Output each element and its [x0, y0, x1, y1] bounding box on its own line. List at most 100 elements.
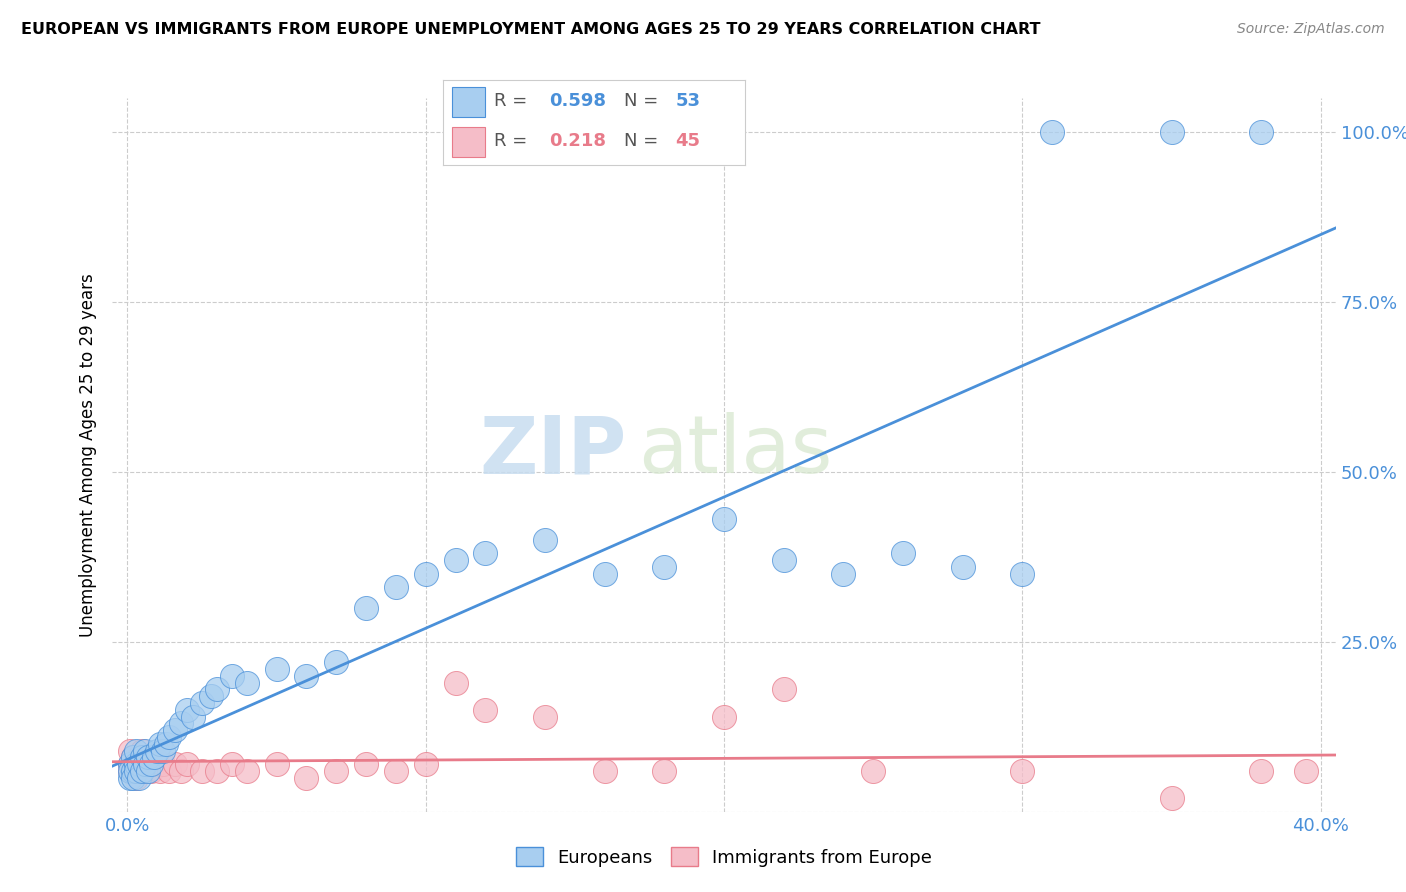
Point — [654, 764, 676, 778]
Point — [131, 743, 153, 757]
Point — [235, 675, 257, 690]
Point — [772, 682, 794, 697]
Point — [122, 750, 145, 764]
Point — [131, 750, 153, 764]
Point — [125, 771, 148, 785]
Point — [143, 750, 166, 764]
Point — [952, 560, 974, 574]
Point — [141, 764, 163, 778]
Point — [593, 566, 616, 581]
Point — [157, 730, 180, 744]
Point — [149, 764, 172, 778]
Point — [474, 703, 496, 717]
Point — [444, 675, 467, 690]
Point — [354, 757, 377, 772]
Point — [131, 757, 153, 772]
Point — [1040, 125, 1063, 139]
Text: 0.218: 0.218 — [548, 132, 606, 150]
Text: R =: R = — [495, 93, 527, 111]
Point — [141, 757, 163, 772]
Point — [125, 764, 148, 778]
Legend: Europeans, Immigrants from Europe: Europeans, Immigrants from Europe — [509, 840, 939, 874]
Point — [1295, 764, 1317, 778]
Point — [415, 757, 437, 772]
Point — [444, 553, 467, 567]
Point — [1250, 764, 1272, 778]
Point — [122, 771, 145, 785]
Point — [122, 764, 145, 778]
Point — [146, 743, 169, 757]
Point — [385, 764, 408, 778]
Text: EUROPEAN VS IMMIGRANTS FROM EUROPE UNEMPLOYMENT AMONG AGES 25 TO 29 YEARS CORREL: EUROPEAN VS IMMIGRANTS FROM EUROPE UNEMP… — [21, 22, 1040, 37]
Point — [534, 709, 557, 723]
Bar — [451, 127, 485, 157]
Point — [134, 764, 156, 778]
Point — [474, 546, 496, 560]
Text: N =: N = — [624, 132, 658, 150]
Point — [128, 750, 150, 764]
Point — [593, 764, 616, 778]
Point — [176, 703, 198, 717]
Point — [221, 669, 243, 683]
Point — [772, 553, 794, 567]
Point — [152, 743, 174, 757]
Point — [1160, 125, 1182, 139]
Point — [713, 512, 735, 526]
Point — [143, 750, 166, 764]
Y-axis label: Unemployment Among Ages 25 to 29 years: Unemployment Among Ages 25 to 29 years — [79, 273, 97, 637]
Text: ZIP: ZIP — [479, 412, 626, 491]
Point — [165, 757, 187, 772]
Point — [120, 764, 142, 778]
Point — [125, 757, 148, 772]
Text: N =: N = — [624, 93, 658, 111]
Point — [325, 764, 347, 778]
Point — [200, 689, 222, 703]
Point — [191, 696, 214, 710]
Text: R =: R = — [495, 132, 527, 150]
Point — [149, 737, 172, 751]
Point — [136, 757, 159, 772]
Point — [295, 669, 318, 683]
Text: 53: 53 — [676, 93, 700, 111]
Point — [120, 743, 142, 757]
Point — [120, 771, 142, 785]
Point — [120, 757, 142, 772]
Point — [131, 764, 153, 778]
Text: Source: ZipAtlas.com: Source: ZipAtlas.com — [1237, 22, 1385, 37]
Point — [128, 764, 150, 778]
Point — [128, 757, 150, 772]
Text: 45: 45 — [676, 132, 700, 150]
Bar — [451, 87, 485, 117]
Point — [235, 764, 257, 778]
Point — [125, 743, 148, 757]
Point — [176, 757, 198, 772]
Point — [385, 581, 408, 595]
Point — [122, 750, 145, 764]
Point — [266, 662, 288, 676]
Point — [122, 764, 145, 778]
Point — [136, 764, 159, 778]
Point — [120, 764, 142, 778]
Point — [221, 757, 243, 772]
Point — [295, 771, 318, 785]
Point — [205, 682, 228, 697]
Point — [713, 709, 735, 723]
Point — [891, 546, 914, 560]
Point — [134, 743, 156, 757]
Point — [325, 655, 347, 669]
Point — [134, 757, 156, 772]
Text: atlas: atlas — [638, 412, 832, 491]
Point — [120, 757, 142, 772]
Point — [165, 723, 187, 738]
Text: 0.598: 0.598 — [548, 93, 606, 111]
Point — [534, 533, 557, 547]
Point — [205, 764, 228, 778]
Point — [155, 737, 177, 751]
Point — [266, 757, 288, 772]
Point — [191, 764, 214, 778]
Point — [157, 764, 180, 778]
Point — [1011, 566, 1033, 581]
Point — [354, 600, 377, 615]
Point — [128, 771, 150, 785]
Point — [134, 750, 156, 764]
